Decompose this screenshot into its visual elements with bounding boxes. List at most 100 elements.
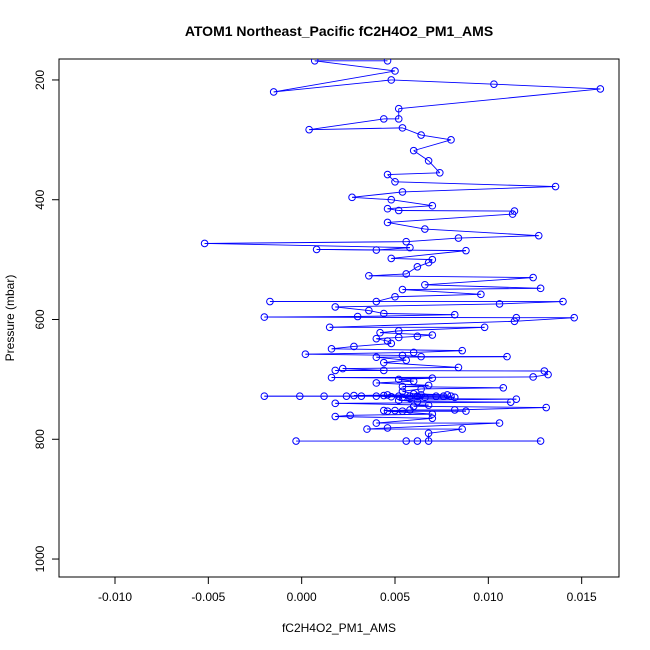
series-segment xyxy=(409,398,517,400)
y-tick-label: 200 xyxy=(33,70,47,90)
data-point xyxy=(417,352,425,361)
data-point xyxy=(383,170,392,179)
data-point xyxy=(413,262,422,271)
data-point xyxy=(529,373,537,381)
series-segment xyxy=(421,134,452,141)
series-segment xyxy=(352,191,403,198)
data-point xyxy=(421,225,429,233)
data-point xyxy=(338,364,347,373)
data-point xyxy=(391,67,399,75)
series-segment xyxy=(368,275,534,279)
x-tick-label: -0.010 xyxy=(98,590,132,604)
data-point xyxy=(387,392,396,401)
data-point xyxy=(424,381,433,390)
data-point xyxy=(376,328,384,337)
series-segment xyxy=(424,228,539,237)
data-point xyxy=(363,425,371,433)
data-point xyxy=(353,312,362,321)
x-tick-label: -0.005 xyxy=(191,590,225,604)
series-segment xyxy=(380,332,433,336)
data-point xyxy=(462,246,470,255)
data-point xyxy=(394,206,403,215)
y-tick-label: 400 xyxy=(33,189,47,209)
data-point xyxy=(424,401,433,409)
data-point xyxy=(402,356,411,365)
series-segment xyxy=(405,266,418,275)
data-point xyxy=(417,385,425,393)
series-segment xyxy=(417,262,429,268)
series-segment xyxy=(273,70,396,93)
data-point xyxy=(260,392,269,400)
data-point xyxy=(331,412,340,421)
series-segment xyxy=(398,326,485,332)
series-segment xyxy=(314,60,396,72)
data-point xyxy=(503,352,511,361)
plot-area xyxy=(200,59,605,445)
series-segment xyxy=(335,416,433,419)
data-point xyxy=(398,387,407,396)
data-point xyxy=(417,131,425,139)
series-segment xyxy=(394,409,410,411)
series-segment xyxy=(387,422,500,429)
data-point xyxy=(365,306,373,315)
series-segment xyxy=(353,343,392,347)
data-point xyxy=(450,406,459,414)
y-tick-label: 600 xyxy=(33,309,47,329)
data-point xyxy=(398,285,407,294)
data-point xyxy=(372,379,381,387)
data-point xyxy=(200,239,209,248)
series-segment xyxy=(335,414,351,417)
data-point xyxy=(490,80,498,88)
x-tick-label: 0.010 xyxy=(473,590,503,604)
series-segment xyxy=(204,242,410,249)
data-point xyxy=(398,188,407,196)
data-point xyxy=(372,246,381,254)
series-segment xyxy=(387,222,425,230)
data-point xyxy=(409,389,418,398)
data-point xyxy=(510,317,519,326)
series-segment xyxy=(331,376,534,379)
series-segment xyxy=(493,83,601,90)
data-point xyxy=(421,280,429,289)
series-segment xyxy=(424,284,541,289)
data-point xyxy=(559,297,567,306)
data-point xyxy=(512,313,521,322)
x-tick-label: 0.000 xyxy=(287,590,317,604)
series-segment xyxy=(387,172,440,176)
series-segment xyxy=(305,351,414,355)
data-point xyxy=(342,392,351,400)
data-point xyxy=(450,310,459,319)
series-segment xyxy=(335,303,500,308)
series-segment xyxy=(391,250,466,259)
data-point xyxy=(346,411,355,420)
series-segment xyxy=(458,235,539,239)
plot-frame xyxy=(58,58,620,578)
series-segment xyxy=(398,210,515,212)
data-point xyxy=(380,366,388,375)
data-point xyxy=(436,168,444,177)
data-point xyxy=(413,397,422,406)
data-point xyxy=(394,104,403,113)
data-point xyxy=(510,207,519,215)
data-point xyxy=(394,115,403,123)
series-segment xyxy=(394,293,481,298)
series-segment xyxy=(413,139,452,152)
chart-title: ATOM1 Northeast_Pacific fC2H4O2_PM1_AMS xyxy=(185,23,493,39)
data-point xyxy=(450,393,459,402)
series-segment xyxy=(316,248,377,251)
data-point xyxy=(417,391,425,399)
x-axis-label: fC2H4O2_PM1_AMS xyxy=(282,621,396,635)
series-segment xyxy=(368,310,384,314)
data-point xyxy=(596,85,605,93)
series-segment xyxy=(342,366,459,370)
data-point xyxy=(320,392,328,400)
series-segment xyxy=(413,405,547,408)
series-segment xyxy=(413,150,429,162)
data-point xyxy=(394,327,403,335)
data-point xyxy=(394,392,403,400)
data-point xyxy=(398,393,407,402)
data-point xyxy=(301,350,310,359)
data-point xyxy=(409,146,418,155)
x-tick-label: 0.005 xyxy=(380,590,410,604)
data-point xyxy=(327,373,336,382)
